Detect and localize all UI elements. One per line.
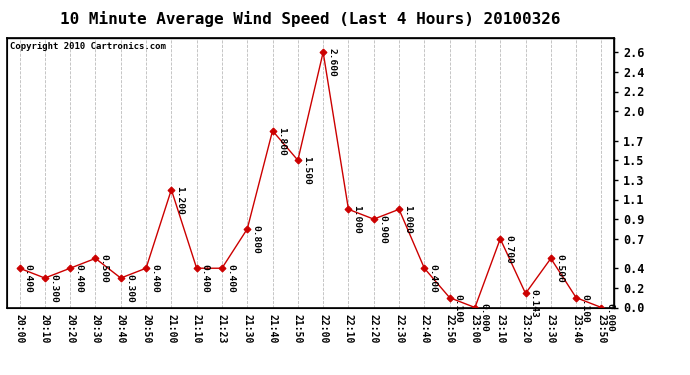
Text: Copyright 2010 Cartronics.com: Copyright 2010 Cartronics.com	[10, 42, 166, 51]
Text: 0.400: 0.400	[428, 264, 437, 293]
Text: 10 Minute Average Wind Speed (Last 4 Hours) 20100326: 10 Minute Average Wind Speed (Last 4 Hou…	[60, 11, 561, 27]
Text: 0.100: 0.100	[580, 294, 589, 322]
Text: 1.800: 1.800	[277, 127, 286, 155]
Text: 0.400: 0.400	[75, 264, 83, 293]
Text: 0.500: 0.500	[555, 254, 564, 283]
Text: 0.800: 0.800	[251, 225, 260, 254]
Text: 0.700: 0.700	[504, 235, 513, 263]
Text: 0.500: 0.500	[99, 254, 108, 283]
Text: 0.900: 0.900	[378, 215, 387, 244]
Text: 1.000: 1.000	[403, 205, 412, 234]
Text: 2.600: 2.600	[327, 48, 336, 77]
Text: 0.300: 0.300	[125, 274, 134, 303]
Text: 0.000: 0.000	[479, 303, 488, 332]
Text: 0.400: 0.400	[201, 264, 210, 293]
Text: 0.100: 0.100	[454, 294, 463, 322]
Text: 0.143: 0.143	[530, 289, 539, 318]
Text: 0.400: 0.400	[226, 264, 235, 293]
Text: 0.000: 0.000	[606, 303, 615, 332]
Text: 0.400: 0.400	[150, 264, 159, 293]
Text: 1.000: 1.000	[353, 205, 362, 234]
Text: 0.400: 0.400	[23, 264, 32, 293]
Text: 0.300: 0.300	[49, 274, 58, 303]
Text: 1.200: 1.200	[175, 186, 184, 214]
Text: 1.500: 1.500	[302, 156, 311, 185]
